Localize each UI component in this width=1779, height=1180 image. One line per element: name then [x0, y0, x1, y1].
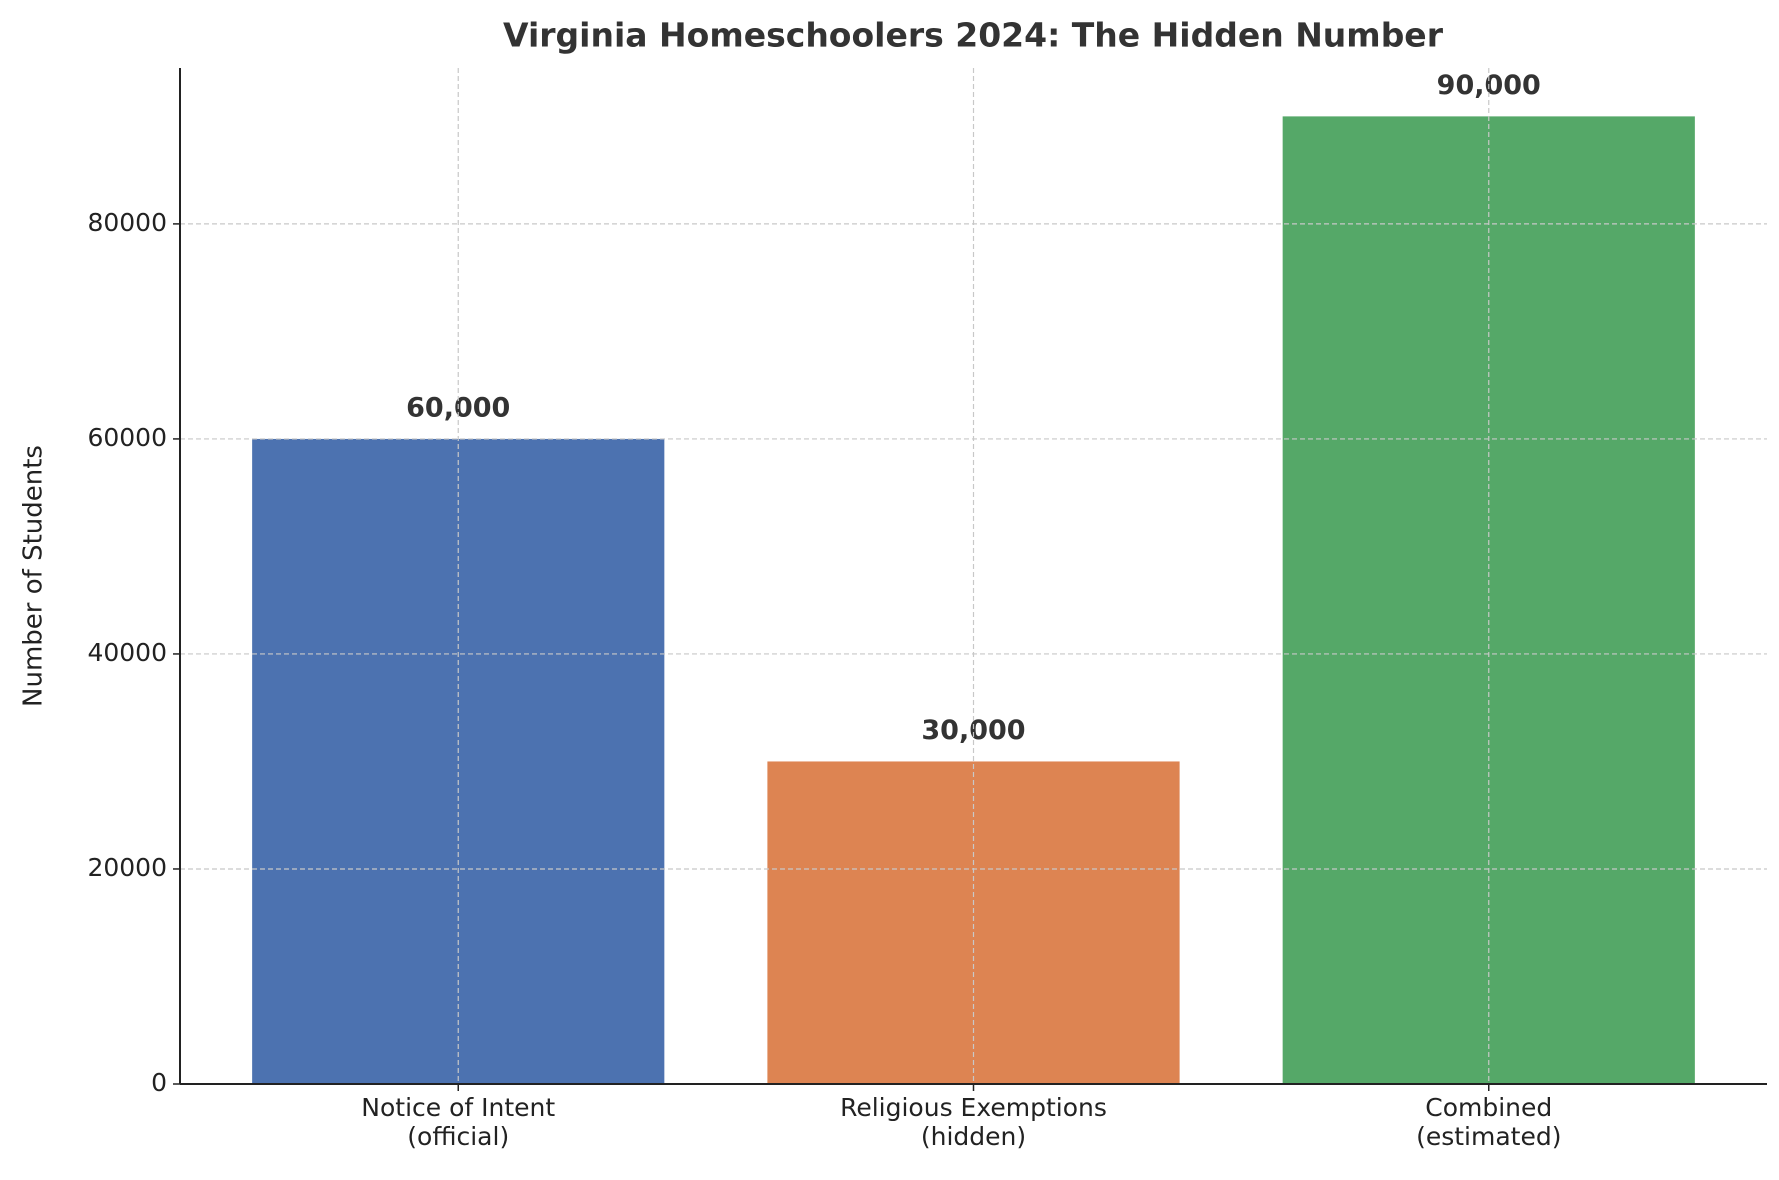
x-tick-label: Combined (estimated) — [1416, 1093, 1561, 1151]
x-tick-label: Notice of Intent (official) — [361, 1093, 555, 1151]
chart-title: Virginia Homeschoolers 2024: The Hidden … — [503, 16, 1444, 55]
y-axis-label: Number of Students — [19, 445, 49, 707]
bar — [767, 761, 1180, 1084]
y-tick-label: 60000 — [87, 423, 167, 452]
y-tick-label: 20000 — [87, 853, 167, 882]
y-tick-label: 0 — [151, 1068, 167, 1097]
y-tick-label: 80000 — [87, 208, 167, 237]
y-tick-label: 40000 — [87, 638, 167, 667]
x-tick-label: Religious Exemptions (hidden) — [840, 1093, 1107, 1151]
